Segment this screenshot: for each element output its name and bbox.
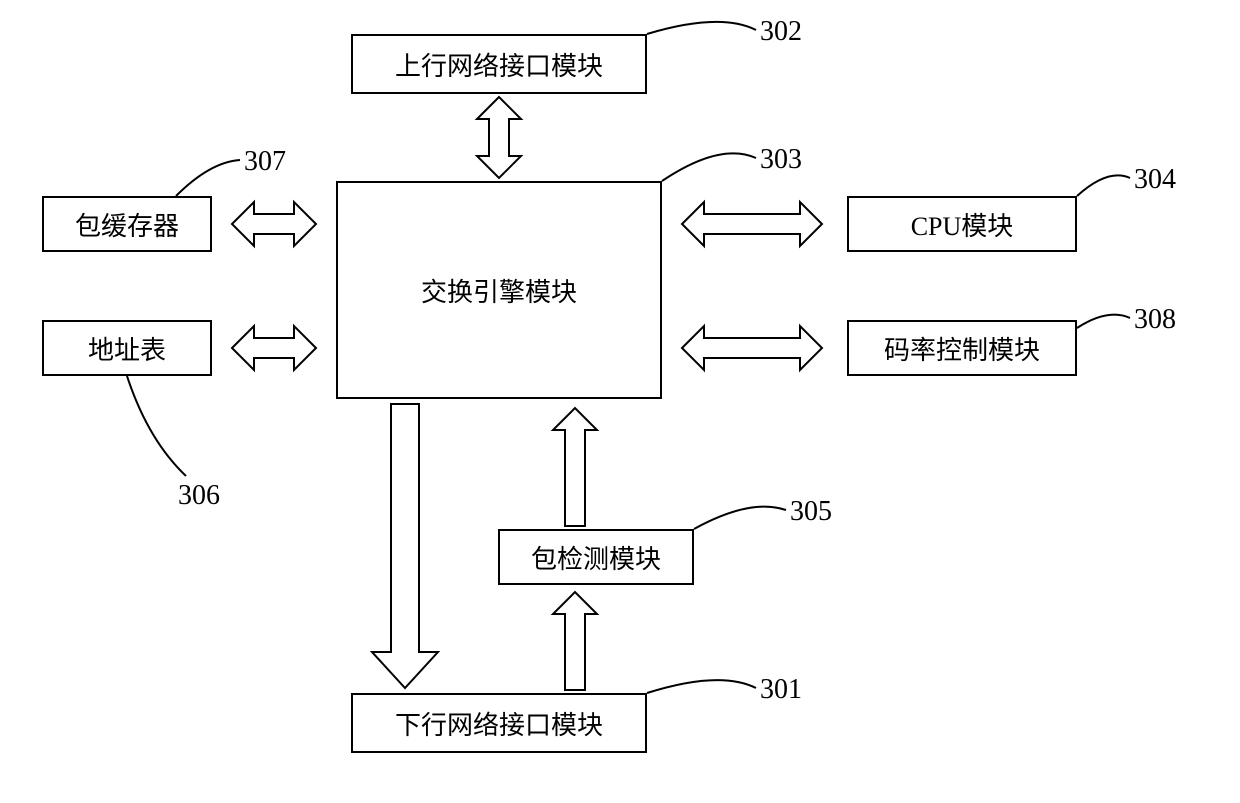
arrows-layer: [0, 0, 1240, 803]
